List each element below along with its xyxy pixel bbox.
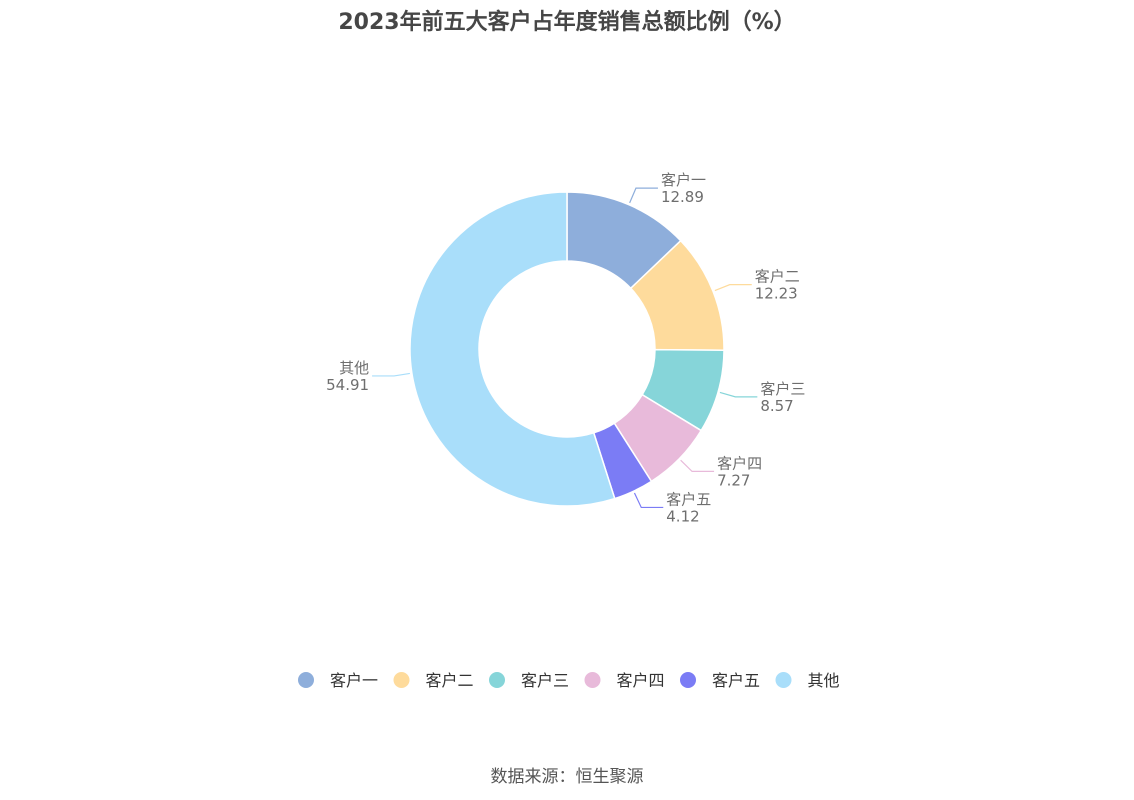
legend-label-4: 客户四 bbox=[617, 671, 665, 690]
leader-line-1 bbox=[629, 187, 658, 204]
slice-label-value-1: 12.89 bbox=[661, 188, 704, 206]
leader-line-3 bbox=[719, 391, 758, 398]
leader-line-4 bbox=[680, 459, 715, 473]
slice-label-name-1: 客户一 bbox=[661, 171, 706, 189]
legend-item-5[interactable]: 客户五 bbox=[680, 671, 760, 690]
slice-label-name-6: 其他 bbox=[339, 359, 369, 377]
legend-swatch-2 bbox=[393, 672, 410, 688]
chart-title: 2023年前五大客户占年度销售总额比例（%） bbox=[338, 10, 796, 35]
legend-label-1: 客户一 bbox=[330, 671, 378, 690]
slice-label-value-5: 4.12 bbox=[666, 507, 699, 525]
legend-item-4[interactable]: 客户四 bbox=[584, 671, 665, 690]
legend-swatch-6 bbox=[775, 672, 792, 688]
slices-group bbox=[409, 191, 725, 507]
legend-swatch-5 bbox=[680, 672, 696, 688]
slice-label-value-6: 54.91 bbox=[326, 376, 369, 394]
leader-line-6 bbox=[372, 372, 410, 377]
legend-label-6: 其他 bbox=[808, 671, 840, 690]
legend[interactable]: 客户一 客户二 客户三 客户四 客户五 其他 bbox=[298, 671, 840, 690]
leader-line-5 bbox=[633, 492, 664, 509]
slice-label-value-4: 7.27 bbox=[717, 471, 750, 489]
legend-label-3: 客户三 bbox=[521, 671, 569, 690]
leader-lines-group bbox=[372, 187, 758, 509]
slice-6[interactable] bbox=[409, 191, 616, 507]
slice-label-name-4: 客户四 bbox=[717, 454, 762, 472]
slice-label-value-3: 8.57 bbox=[760, 397, 793, 415]
leader-line-2 bbox=[714, 284, 752, 292]
legend-swatch-4 bbox=[584, 672, 601, 688]
legend-item-3[interactable]: 客户三 bbox=[489, 671, 569, 690]
slice-label-name-3: 客户三 bbox=[760, 380, 805, 398]
slice-label-value-2: 12.23 bbox=[755, 285, 798, 303]
slice-label-name-5: 客户五 bbox=[666, 490, 711, 508]
legend-label-5: 客户五 bbox=[712, 671, 760, 690]
legend-item-2[interactable]: 客户二 bbox=[393, 671, 474, 690]
slice-label-name-2: 客户二 bbox=[755, 268, 800, 286]
legend-swatch-1 bbox=[298, 672, 314, 688]
legend-label-2: 客户二 bbox=[426, 671, 474, 690]
data-source: 数据来源：恒生聚源 bbox=[490, 767, 644, 787]
legend-swatch-3 bbox=[489, 672, 505, 688]
legend-item-6[interactable]: 其他 bbox=[775, 671, 840, 690]
legend-item-1[interactable]: 客户一 bbox=[298, 671, 378, 690]
